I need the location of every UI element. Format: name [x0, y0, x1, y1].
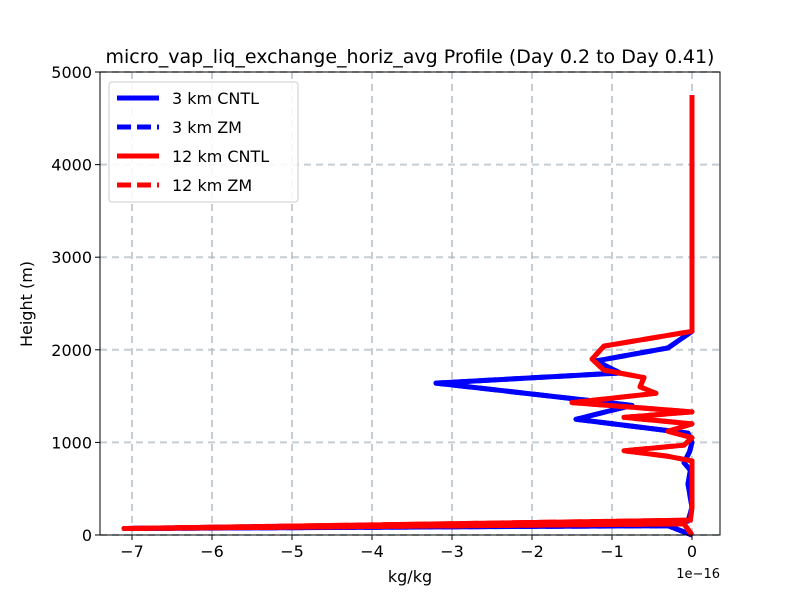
y-tick-label: 5000	[51, 63, 92, 82]
y-tick-label: 0	[82, 526, 92, 545]
series-lines	[121, 95, 695, 538]
x-tick-label: 0	[687, 542, 697, 561]
series-line-12-km-zm	[121, 95, 695, 537]
legend-box	[108, 81, 299, 203]
y-tick-label: 3000	[51, 248, 92, 267]
legend: 3 km CNTL 3 km ZM 12 km CNTL 12 km ZM	[108, 81, 299, 203]
y-tick-label: 1000	[51, 433, 92, 452]
x-tick-label: −3	[440, 542, 464, 561]
x-axis-label: kg/kg	[388, 567, 432, 586]
legend-label: 3 km ZM	[172, 118, 242, 137]
y-axis-ticks: 0 1000 2000 3000 4000 5000	[51, 63, 100, 545]
x-axis-offset-label: 1e−16	[676, 567, 720, 582]
legend-items: 3 km CNTL 3 km ZM 12 km CNTL 12 km ZM	[117, 89, 269, 195]
x-tick-label: −5	[280, 542, 304, 561]
x-tick-label: −2	[520, 542, 544, 561]
x-tick-label: −7	[120, 542, 144, 561]
plot-frame	[99, 71, 721, 536]
chart-title: micro_vap_liq_exchange_horiz_avg Profile…	[106, 46, 715, 68]
x-axis-ticks: −7 −6 −5 −4 −3 −2 −1 0	[120, 535, 697, 561]
legend-label: 12 km ZM	[172, 176, 252, 195]
y-tick-label: 4000	[51, 156, 92, 175]
x-tick-label: −6	[200, 542, 224, 561]
legend-label: 3 km CNTL	[172, 89, 259, 108]
x-tick-label: −4	[360, 542, 384, 561]
series-line-3-km-zm	[121, 95, 695, 538]
y-tick-label: 2000	[51, 341, 92, 360]
y-axis-label: Height (m)	[17, 261, 36, 347]
x-tick-label: −1	[600, 542, 624, 561]
legend-label: 12 km CNTL	[172, 147, 269, 166]
